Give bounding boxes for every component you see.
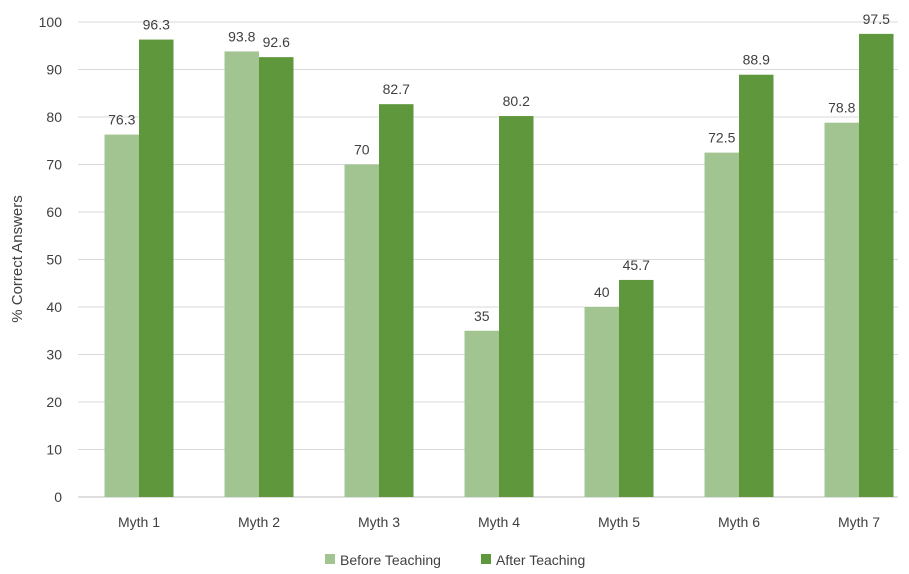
bar-before-2 xyxy=(224,51,259,497)
bar-before-7 xyxy=(824,122,859,497)
x-tick-label: Myth 5 xyxy=(598,514,640,530)
y-tick-label: 50 xyxy=(46,252,62,268)
data-label: 70 xyxy=(354,142,370,158)
data-label: 78.8 xyxy=(828,100,855,116)
y-tick-label: 100 xyxy=(39,14,63,30)
y-tick-label: 70 xyxy=(46,157,62,173)
x-tick-label: Myth 3 xyxy=(358,514,400,530)
legend-label-before: Before Teaching xyxy=(340,552,441,568)
bar-before-4 xyxy=(464,330,499,497)
y-tick-label: 20 xyxy=(46,394,62,410)
data-label: 93.8 xyxy=(228,28,255,44)
y-tick-label: 90 xyxy=(46,62,62,78)
y-tick-label: 10 xyxy=(46,442,62,458)
data-label: 80.2 xyxy=(503,93,530,109)
y-axis-ticks: 0 10 20 30 40 50 60 70 80 90 100 xyxy=(39,14,63,505)
bar-before-1 xyxy=(104,134,139,497)
x-tick-label: Myth 4 xyxy=(478,514,520,530)
x-tick-label: Myth 1 xyxy=(118,514,160,530)
bar-after-1 xyxy=(139,39,174,497)
legend-swatch-after xyxy=(481,554,491,564)
x-axis-ticks: Myth 1 Myth 2 Myth 3 Myth 4 Myth 5 Myth 6 Myth… xyxy=(118,514,880,530)
bar-after-3 xyxy=(379,104,414,498)
data-label: 45.7 xyxy=(623,257,650,273)
data-label: 40 xyxy=(594,284,610,300)
bars xyxy=(104,33,894,498)
data-labels: 76.3 96.3 93.8 92.6 70 82.7 35 80.2 40 45.7 72.5 88… xyxy=(108,11,890,324)
bar-before-5 xyxy=(584,307,619,497)
data-label: 96.3 xyxy=(143,17,170,33)
data-label: 97.5 xyxy=(863,11,890,27)
y-tick-label: 0 xyxy=(54,489,62,505)
y-tick-label: 60 xyxy=(46,204,62,220)
bar-after-5 xyxy=(619,279,654,497)
bar-after-4 xyxy=(499,116,534,498)
gridlines xyxy=(78,21,898,498)
data-label: 72.5 xyxy=(708,130,735,146)
bar-before-6 xyxy=(704,152,739,497)
bar-after-7 xyxy=(859,33,894,497)
data-label: 82.7 xyxy=(383,81,410,97)
x-tick-label: Myth 2 xyxy=(238,514,280,530)
bar-after-6 xyxy=(739,74,774,497)
y-tick-label: 30 xyxy=(46,347,62,363)
bar-after-2 xyxy=(259,57,294,498)
data-label: 35 xyxy=(474,308,490,324)
legend-label-after: After Teaching xyxy=(496,552,585,568)
legend: Before Teaching After Teaching xyxy=(325,552,585,568)
data-label: 76.3 xyxy=(108,112,135,128)
y-tick-label: 40 xyxy=(46,299,62,315)
y-axis-title: % Correct Answers xyxy=(9,195,26,323)
bar-before-3 xyxy=(344,164,379,497)
y-tick-label: 80 xyxy=(46,109,62,125)
legend-swatch-before xyxy=(325,554,335,564)
data-label: 92.6 xyxy=(263,34,290,50)
x-tick-label: Myth 6 xyxy=(718,514,760,530)
data-label: 88.9 xyxy=(743,52,770,68)
x-tick-label: Myth 7 xyxy=(838,514,880,530)
